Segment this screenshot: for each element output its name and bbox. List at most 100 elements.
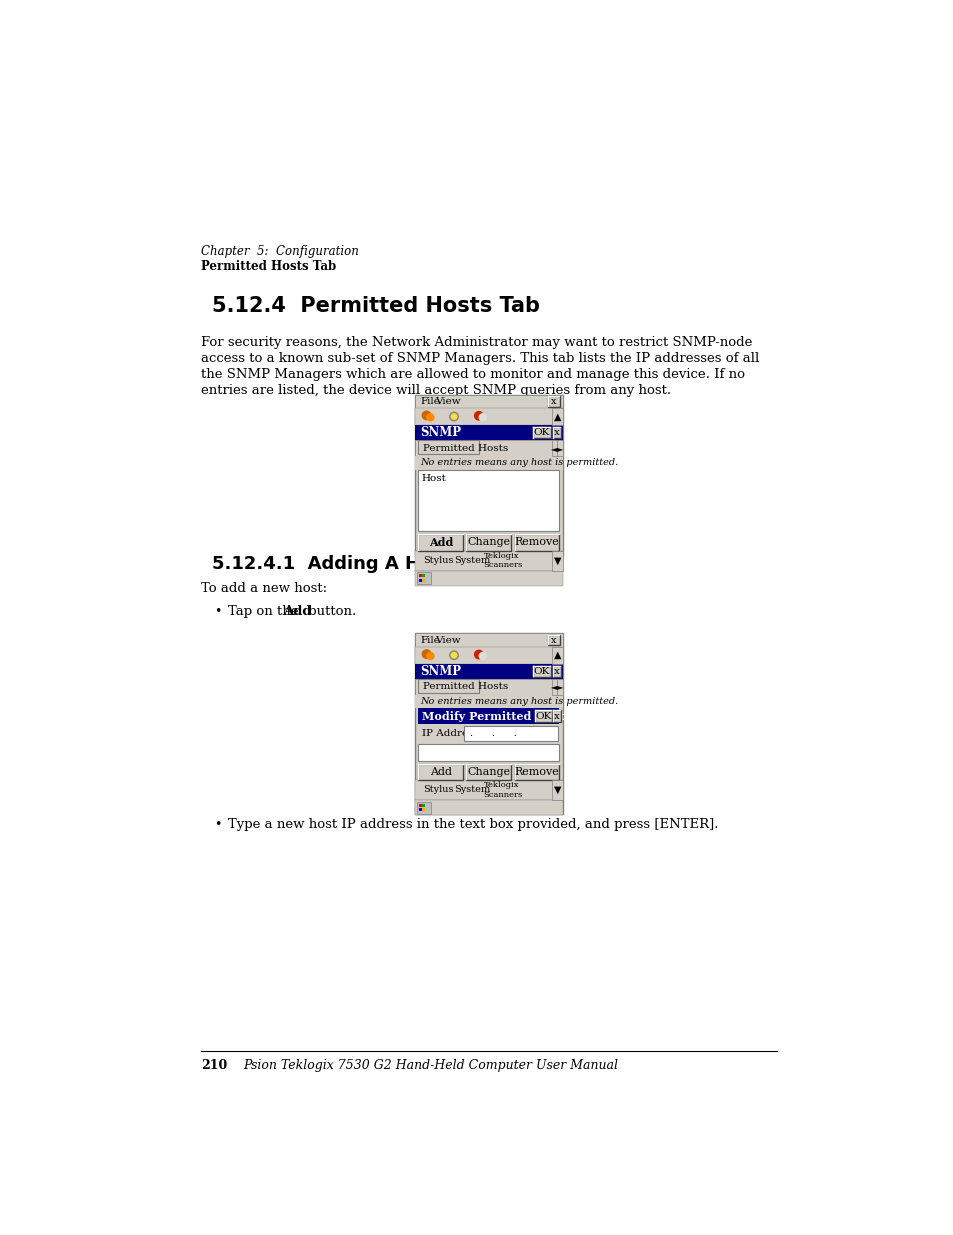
- Text: ▼: ▼: [553, 785, 560, 795]
- Circle shape: [449, 651, 457, 659]
- Text: OK: OK: [535, 711, 551, 720]
- Bar: [418, 709, 558, 724]
- Bar: [418, 679, 478, 693]
- Bar: [415, 456, 562, 469]
- Bar: [552, 781, 562, 800]
- Bar: [532, 427, 550, 438]
- Text: Teklogix
Scanners: Teklogix Scanners: [483, 782, 522, 799]
- Text: Remove: Remove: [514, 767, 558, 777]
- Bar: [422, 804, 425, 806]
- Bar: [466, 763, 511, 781]
- Text: Permitted Hosts: Permitted Hosts: [422, 443, 508, 452]
- Text: File: File: [420, 636, 440, 645]
- Text: Change: Change: [467, 537, 510, 547]
- Circle shape: [451, 652, 456, 658]
- Text: x: x: [551, 396, 557, 406]
- Bar: [418, 724, 558, 743]
- Bar: [557, 679, 562, 694]
- Bar: [552, 679, 557, 694]
- Bar: [535, 710, 552, 722]
- Bar: [514, 535, 558, 551]
- Bar: [466, 535, 511, 551]
- Bar: [547, 635, 559, 645]
- Bar: [553, 710, 560, 722]
- Bar: [415, 395, 562, 408]
- Bar: [422, 574, 425, 578]
- Text: Tap on the: Tap on the: [228, 605, 302, 618]
- Bar: [547, 396, 559, 406]
- Circle shape: [422, 411, 431, 420]
- Bar: [415, 551, 562, 571]
- Text: Remove: Remove: [514, 537, 558, 547]
- Bar: [415, 781, 562, 800]
- Bar: [418, 441, 478, 454]
- Bar: [422, 579, 425, 582]
- Text: Stylus: Stylus: [422, 556, 453, 566]
- Text: Add: Add: [430, 767, 452, 777]
- Text: access to a known sub-set of SNMP Managers. This tab lists the IP addresses of a: access to a known sub-set of SNMP Manage…: [200, 352, 758, 366]
- Text: ▲: ▲: [553, 651, 560, 661]
- Bar: [552, 551, 562, 571]
- Bar: [415, 634, 562, 647]
- Text: View: View: [435, 396, 460, 406]
- Circle shape: [422, 650, 431, 658]
- Circle shape: [478, 652, 486, 659]
- Text: 210: 210: [200, 1060, 227, 1072]
- Text: Change: Change: [467, 767, 510, 777]
- Text: IP Address:: IP Address:: [422, 730, 482, 739]
- Text: entries are listed, the device will accept SNMP queries from any host.: entries are listed, the device will acce…: [200, 384, 670, 396]
- Text: SNMP: SNMP: [420, 426, 461, 440]
- Text: x: x: [554, 711, 559, 720]
- Bar: [514, 763, 558, 781]
- Text: OK: OK: [533, 429, 549, 437]
- Text: Modify Permitted Host: Modify Permitted Host: [422, 710, 564, 721]
- Text: For security reasons, the Network Administrator may want to restrict SNMP-node: For security reasons, the Network Admini…: [200, 336, 751, 350]
- Circle shape: [474, 411, 482, 420]
- Text: the SNMP Managers which are allowed to monitor and manage this device. If no: the SNMP Managers which are allowed to m…: [200, 368, 744, 380]
- Text: Chapter  5:  Configuration: Chapter 5: Configuration: [200, 245, 358, 258]
- Text: •: •: [214, 605, 222, 618]
- Text: x: x: [554, 667, 559, 676]
- Text: OK: OK: [533, 667, 549, 676]
- Bar: [415, 634, 562, 814]
- Bar: [415, 408, 562, 425]
- Bar: [552, 408, 562, 425]
- Text: ►: ►: [557, 443, 562, 452]
- Text: .      .      .: . . .: [470, 730, 517, 739]
- Text: No entries means any host is permitted.: No entries means any host is permitted.: [419, 458, 618, 467]
- Text: x: x: [554, 429, 559, 437]
- Text: SNMP: SNMP: [420, 664, 461, 678]
- Text: Add: Add: [428, 537, 453, 548]
- Text: x: x: [551, 636, 557, 645]
- Text: ▲: ▲: [553, 411, 560, 421]
- Circle shape: [478, 414, 486, 421]
- Bar: [415, 571, 562, 585]
- Text: ▼: ▼: [553, 556, 560, 566]
- Bar: [415, 663, 562, 679]
- Bar: [418, 743, 558, 761]
- Circle shape: [427, 414, 434, 421]
- Bar: [415, 679, 562, 694]
- Bar: [418, 574, 421, 578]
- Bar: [464, 726, 558, 741]
- Text: Stylus: Stylus: [422, 785, 453, 794]
- Bar: [415, 441, 562, 456]
- Text: ◄: ◄: [551, 682, 558, 692]
- Circle shape: [474, 651, 482, 658]
- Bar: [422, 808, 425, 811]
- Bar: [415, 694, 562, 709]
- Text: 5.12.4  Permitted Hosts Tab: 5.12.4 Permitted Hosts Tab: [212, 296, 539, 316]
- Bar: [553, 427, 560, 438]
- Text: Host: Host: [421, 474, 446, 483]
- Bar: [557, 441, 562, 456]
- Bar: [552, 647, 562, 663]
- Text: View: View: [435, 636, 460, 645]
- Bar: [553, 666, 560, 677]
- Bar: [416, 572, 431, 584]
- Text: To add a new host:: To add a new host:: [200, 582, 327, 595]
- Bar: [415, 647, 562, 663]
- Text: Type a new host IP address in the text box provided, and press [ENTER].: Type a new host IP address in the text b…: [228, 819, 718, 831]
- Text: No entries means any host is permitted.: No entries means any host is permitted.: [419, 697, 618, 706]
- Text: Permitted Hosts Tab: Permitted Hosts Tab: [200, 259, 335, 273]
- Circle shape: [449, 412, 457, 421]
